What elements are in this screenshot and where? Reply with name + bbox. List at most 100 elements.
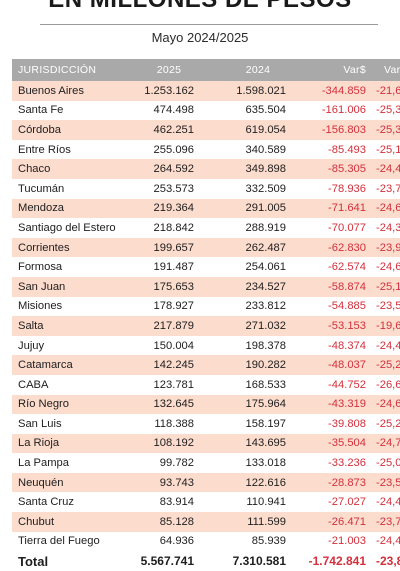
cell-2024: 111.599 bbox=[247, 515, 286, 528]
table-row: Jujuy 150.004 198.378 -48.374 -24,4% bbox=[12, 335, 400, 356]
header-var-pesos: Var$ bbox=[343, 64, 366, 76]
cell-2024: 254.061 bbox=[245, 261, 286, 274]
cell-jurisdiccion: San Juan bbox=[18, 280, 66, 293]
cell-var-real: -25,1% bbox=[376, 143, 400, 156]
cell-var-pesos: -53.153 bbox=[328, 319, 366, 332]
jurisdiction-table: JURISDICCIÓN 2025 2024 Var$ Var Rea Buen… bbox=[12, 59, 400, 571]
cell-2024: 110.941 bbox=[246, 496, 286, 509]
cell-jurisdiccion: CABA bbox=[18, 378, 49, 391]
cell-jurisdiccion: Tucumán bbox=[18, 182, 65, 195]
cell-var-real: -23,5% bbox=[376, 300, 400, 313]
cell-jurisdiccion: Córdoba bbox=[18, 123, 61, 136]
table-row: La Rioja 108.192 143.695 -35.504 -24,7% bbox=[12, 433, 400, 454]
cell-var-pesos: -62.574 bbox=[328, 261, 366, 274]
cell-var-pesos: -35.504 bbox=[328, 437, 366, 450]
cell-jurisdiccion: Mendoza bbox=[18, 202, 65, 215]
cell-jurisdiccion: Chubut bbox=[18, 515, 55, 528]
cell-2025: 123.781 bbox=[153, 378, 194, 391]
cell-2025: 64.936 bbox=[159, 535, 194, 548]
cell-var-pesos: -43.319 bbox=[328, 398, 366, 411]
cell-2025: 85.128 bbox=[159, 515, 194, 528]
cell-var-pesos: -28.873 bbox=[328, 476, 366, 489]
table-header-row: JURISDICCIÓN 2025 2024 Var$ Var Rea bbox=[12, 59, 400, 81]
cell-2024: 175.964 bbox=[245, 398, 286, 411]
cell-2025: 118.388 bbox=[154, 417, 194, 430]
cell-var-pesos: -78.936 bbox=[328, 182, 366, 195]
cell-2025: 178.927 bbox=[153, 300, 194, 313]
table-row: Río Negro 132.645 175.964 -43.319 -24,6% bbox=[12, 394, 400, 415]
cell-2024: 332.509 bbox=[245, 182, 286, 195]
cell-var-pesos: -161.006 bbox=[321, 104, 366, 117]
page-title: EN MILLONES DE PESOS bbox=[0, 0, 400, 16]
cell-var-real: -24,3% bbox=[376, 221, 400, 234]
table-row: San Juan 175.653 234.527 -58.874 -25,1% bbox=[12, 276, 400, 297]
cell-var-real: -23,9% bbox=[376, 241, 400, 254]
cell-var-real: -24,4% bbox=[376, 339, 400, 352]
table-row: La Pampa 99.782 133.018 -33.236 -25,0% bbox=[12, 453, 400, 473]
cell-jurisdiccion: Santa Fe bbox=[18, 104, 64, 117]
cell-var-real: -23,5% bbox=[376, 476, 400, 489]
cell-2025: 99.782 bbox=[159, 457, 194, 470]
cell-var-real: -19,6% bbox=[376, 319, 400, 332]
cell-var-pesos: -21.003 bbox=[328, 535, 366, 548]
cell-2025: 264.592 bbox=[153, 163, 194, 176]
cell-2025: 255.096 bbox=[153, 143, 194, 156]
cell-var-pesos: -48.037 bbox=[328, 359, 366, 372]
table-row: Chaco 264.592 349.898 -85.305 -24,4% bbox=[12, 159, 400, 179]
cell-var-pesos: -85.305 bbox=[328, 163, 366, 176]
cell-2025: 253.573 bbox=[153, 182, 194, 195]
cell-2024: 158.197 bbox=[245, 417, 286, 430]
cell-2024: 133.018 bbox=[245, 457, 286, 470]
cell-var-pesos: -44.752 bbox=[328, 378, 366, 391]
cell-var-real: -24,4% bbox=[376, 163, 400, 176]
cell-2024: 349.898 bbox=[245, 163, 286, 176]
cell-var-pesos: -48.374 bbox=[328, 339, 366, 352]
cell-var-real: -21,6% bbox=[376, 84, 400, 97]
header-var-real: Var Rea bbox=[384, 64, 400, 76]
cell-2025: 191.487 bbox=[153, 261, 194, 274]
cell-var-pesos: -58.874 bbox=[328, 280, 366, 293]
cell-2024: 1.598.021 bbox=[236, 84, 286, 97]
cell-var-pesos: -39.808 bbox=[328, 417, 366, 430]
table-row: Tierra del Fuego 64.936 85.939 -21.003 -24,4… bbox=[12, 531, 400, 552]
cell-var-real: -23,7% bbox=[376, 515, 400, 528]
cell-2025: 199.657 bbox=[153, 241, 194, 254]
table-row: Mendoza 219.364 291.005 -71.641 -24,6% bbox=[12, 198, 400, 219]
table-row: Córdoba 462.251 619.054 -156.803 -25,3% bbox=[12, 120, 400, 140]
cell-jurisdiccion: Buenos Aires bbox=[18, 84, 84, 97]
cell-var-pesos: -85.493 bbox=[328, 143, 366, 156]
cell-2025: 83.914 bbox=[159, 496, 194, 509]
total-var-real: -23,8% bbox=[376, 554, 400, 569]
page-subtitle: Mayo 2024/2025 bbox=[151, 30, 249, 45]
cell-jurisdiccion: La Rioja bbox=[18, 437, 60, 450]
cell-var-pesos: -71.641 bbox=[328, 202, 366, 215]
cell-var-real: -25,1% bbox=[376, 280, 400, 293]
cell-var-real: -24,6% bbox=[376, 202, 400, 215]
cell-var-real: -25,2% bbox=[376, 359, 400, 372]
cell-jurisdiccion: La Pampa bbox=[18, 457, 69, 470]
table-row: Tucumán 253.573 332.509 -78.936 -23,7% bbox=[12, 178, 400, 199]
cell-var-real: -25,2% bbox=[376, 417, 400, 430]
table-body: Buenos Aires 1.253.162 1.598.021 -344.859 -2… bbox=[12, 81, 400, 552]
cell-jurisdiccion: San Luis bbox=[18, 417, 62, 430]
cell-jurisdiccion: Misiones bbox=[18, 300, 63, 313]
cell-var-pesos: -27.027 bbox=[328, 496, 366, 509]
cell-var-real: -24,4% bbox=[376, 496, 400, 509]
cell-2024: 190.282 bbox=[245, 359, 286, 372]
table-row: CABA 123.781 168.533 -44.752 -26,6% bbox=[12, 374, 400, 395]
cell-2024: 635.504 bbox=[245, 104, 286, 117]
cell-var-real: -25,3% bbox=[376, 123, 400, 136]
cell-jurisdiccion: Santa Cruz bbox=[18, 496, 74, 509]
cell-2024: 85.939 bbox=[251, 535, 286, 548]
total-2025: 5.567.741 bbox=[140, 554, 194, 569]
table-row: Salta 217.879 271.032 -53.153 -19,6% bbox=[12, 316, 400, 336]
table-total-row: Total 5.567.741 7.310.581 -1.742.841 -23… bbox=[12, 551, 400, 571]
cell-2025: 93.743 bbox=[159, 476, 194, 489]
cell-var-pesos: -156.803 bbox=[321, 123, 366, 136]
cell-jurisdiccion: Río Negro bbox=[18, 398, 69, 411]
table-row: Neuquén 93.743 122.616 -28.873 -23,5% bbox=[12, 472, 400, 493]
cell-jurisdiccion: Entre Ríos bbox=[18, 143, 71, 156]
total-2024: 7.310.581 bbox=[232, 554, 286, 569]
cell-var-real: -25,0% bbox=[376, 457, 400, 470]
cell-2025: 132.645 bbox=[153, 398, 194, 411]
